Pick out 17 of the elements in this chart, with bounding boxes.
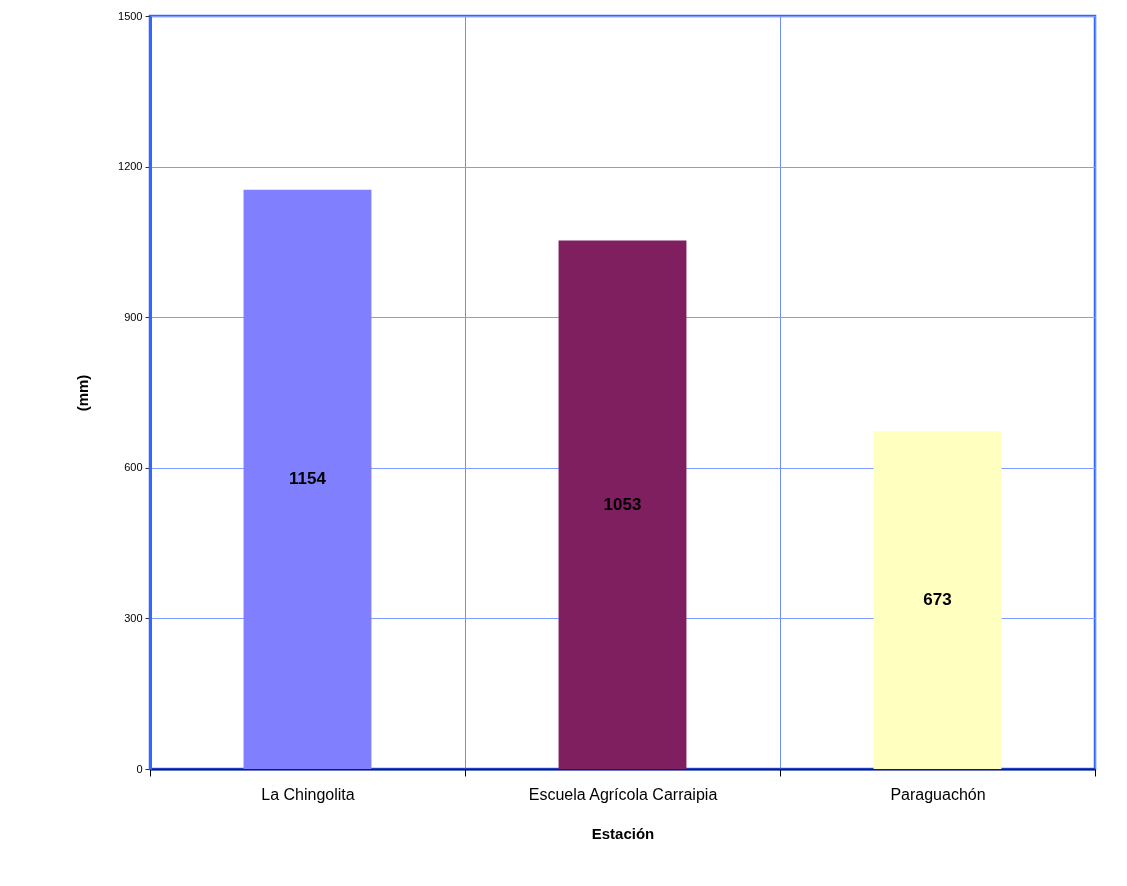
y-tick-label: 300 (124, 611, 143, 624)
bar (558, 240, 687, 769)
data-label: 1053 (603, 494, 642, 514)
data-label: 673 (923, 590, 952, 610)
bar (243, 189, 372, 769)
x-tick-label: Paraguachón (890, 785, 986, 803)
y-axis-title: (mm) (74, 374, 92, 412)
x-tick-label: La Chingolita (261, 785, 355, 803)
bar (873, 431, 1002, 769)
y-tick-label: 1200 (118, 160, 143, 173)
x-tick-label: Escuela Agrícola Carraipia (528, 785, 718, 803)
y-tick-label: 1500 (118, 9, 143, 22)
y-tick-label: 900 (124, 310, 143, 323)
x-axis-title: Estación (591, 824, 655, 842)
data-label: 1154 (289, 469, 327, 489)
y-tick-label: 600 (124, 461, 143, 474)
y-tick-label: 0 (136, 762, 143, 775)
